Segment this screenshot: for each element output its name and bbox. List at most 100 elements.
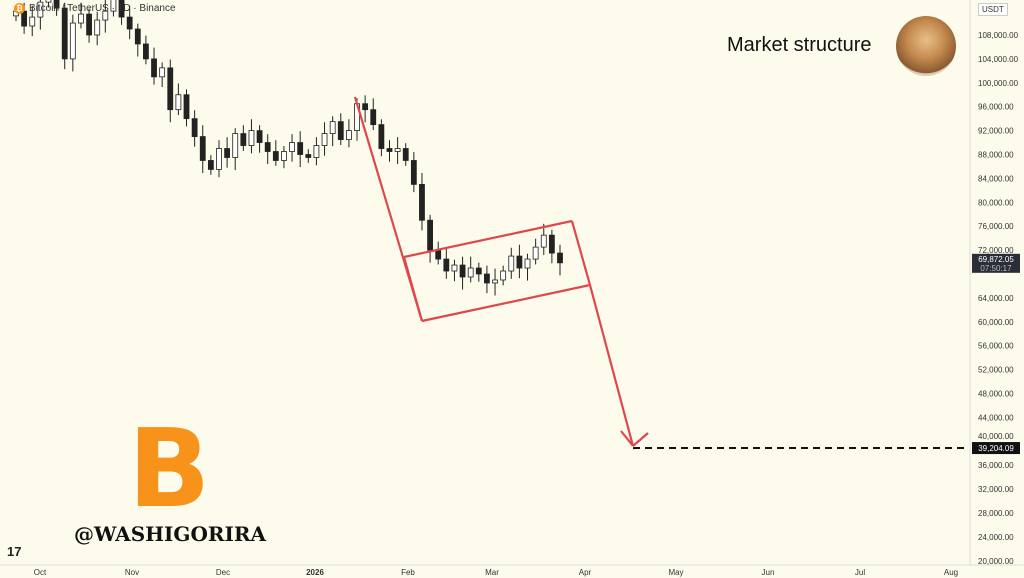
candle-body <box>240 133 247 146</box>
y-tick-label: 72,000.00 <box>978 246 1014 255</box>
candle-body <box>475 267 482 275</box>
candle-body <box>232 133 239 158</box>
candle-body <box>443 258 450 272</box>
x-tick-label: Oct <box>34 568 47 577</box>
y-tick-label: 52,000.00 <box>978 366 1014 375</box>
y-tick-label: 28,000.00 <box>978 509 1014 518</box>
y-tick-label: 76,000.00 <box>978 222 1014 231</box>
author-avatar <box>896 16 956 76</box>
countdown-label: 07:50:17 <box>980 264 1012 273</box>
pattern-line <box>421 283 591 323</box>
candle-body <box>199 136 206 161</box>
pattern-line <box>402 256 424 322</box>
candle-body <box>134 28 141 45</box>
candle-body <box>167 67 174 111</box>
y-tick-label: 88,000.00 <box>978 151 1014 160</box>
candle-body <box>281 151 287 161</box>
y-tick-label: 44,000.00 <box>978 413 1014 422</box>
pattern-line <box>632 432 649 447</box>
pattern-line <box>403 219 573 259</box>
candle-body <box>61 7 68 60</box>
y-tick-label: 108,000.00 <box>978 31 1019 40</box>
candle-body <box>69 22 76 60</box>
candle-body <box>508 255 515 272</box>
candle-body <box>53 0 60 9</box>
candle-body <box>419 183 425 221</box>
candle-body <box>500 270 507 281</box>
candle-body <box>362 103 369 111</box>
candle-body <box>86 13 92 36</box>
candle-body <box>557 252 563 264</box>
candle-body <box>256 130 263 143</box>
candle-body <box>272 151 279 161</box>
x-tick-label: May <box>668 568 683 577</box>
y-tick-label: 104,000.00 <box>978 55 1019 64</box>
candle-body <box>78 13 84 24</box>
candle-body <box>248 130 255 146</box>
candle-body <box>410 160 417 185</box>
candle-body <box>451 264 458 272</box>
candle-body <box>191 118 198 137</box>
symbol-header: ₿ Bitcoin / TetherUS · 1D · Binance <box>14 3 176 14</box>
y-tick-label: 80,000.00 <box>978 198 1014 207</box>
candle-body <box>94 19 101 36</box>
candle-body <box>175 94 182 111</box>
pattern-line <box>588 284 635 447</box>
candle-body <box>289 142 295 152</box>
candle-body <box>370 109 377 126</box>
candle-body <box>102 10 109 21</box>
candle-body <box>110 0 117 12</box>
candle-body <box>118 0 125 18</box>
target-price-label: 39,204.09 <box>978 444 1014 453</box>
y-tick-label: 96,000.00 <box>978 103 1014 112</box>
y-tick-label: 60,000.00 <box>978 318 1014 327</box>
x-tick-label: Feb <box>401 568 415 577</box>
candle-body <box>329 121 336 134</box>
candle-body <box>467 267 474 278</box>
candle-body <box>126 16 133 30</box>
candle-body <box>484 273 490 284</box>
y-tick-label: 40,000.00 <box>978 432 1014 441</box>
symbol-label: Bitcoin / TetherUS · 1D · Binance <box>29 3 176 14</box>
bitcoin-logo-icon: B <box>128 407 211 532</box>
candle-body <box>540 234 547 248</box>
candle-body <box>297 142 304 155</box>
x-tick-label: Nov <box>125 568 139 577</box>
candle-body <box>216 148 222 170</box>
candle-body <box>143 43 149 60</box>
bitcoin-icon: ₿ <box>14 3 25 14</box>
currency-selector[interactable]: USDT <box>978 3 1008 16</box>
candle-body <box>345 130 352 140</box>
x-tick-label: Apr <box>579 568 592 577</box>
candle-body <box>378 124 385 149</box>
candle-body <box>386 148 393 152</box>
x-tick-label: Mar <box>485 568 499 577</box>
candle-body <box>37 1 44 18</box>
target-price-label-box <box>972 442 1020 455</box>
candle-body <box>313 145 320 158</box>
candle-body <box>337 121 344 140</box>
candle-body <box>224 148 231 158</box>
y-tick-label: 36,000.00 <box>978 461 1014 470</box>
y-tick-label: 20,000.00 <box>978 557 1014 566</box>
pattern-line <box>570 220 592 286</box>
candle-body <box>394 148 401 152</box>
y-tick-label: 56,000.00 <box>978 342 1014 351</box>
candle-body <box>516 255 523 269</box>
y-tick-label: 32,000.00 <box>978 485 1014 494</box>
candle-body <box>459 264 466 278</box>
y-tick-label: 92,000.00 <box>978 127 1014 136</box>
candle-body <box>151 58 157 78</box>
y-tick-label: 24,000.00 <box>978 533 1014 542</box>
candle-body <box>321 133 328 146</box>
current-price-label: 69,872.05 <box>978 255 1014 264</box>
x-tick-label: Dec <box>216 568 230 577</box>
y-tick-label: 84,000.00 <box>978 174 1014 183</box>
tradingview-logo-icon: 17 <box>7 544 22 559</box>
candle-body <box>264 142 271 152</box>
candle-body <box>305 154 312 158</box>
chart-title: Market structure <box>727 34 872 56</box>
candle-body <box>435 249 442 260</box>
pattern-line <box>620 430 634 447</box>
